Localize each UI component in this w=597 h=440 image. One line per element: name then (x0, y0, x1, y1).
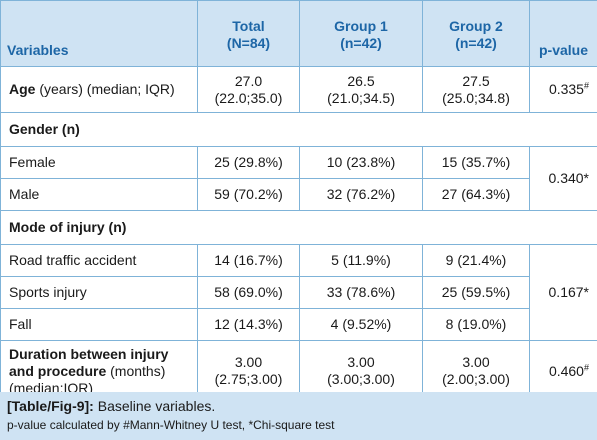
age-total-iqr: (22.0;35.0) (214, 89, 283, 106)
table-header-row: Variables Total (N=84) Group 1 (n=42) Gr… (0, 0, 597, 67)
female-label: Female (0, 146, 198, 179)
duration-group2-iqr: (2.00;3.00) (442, 371, 510, 387)
age-group2: 27.5 (25.0;34.8) (422, 66, 530, 113)
male-group2: 27 (64.3%) (422, 178, 530, 211)
age-total: 27.0 (22.0;35.0) (197, 66, 300, 113)
age-label-bold: Age (9, 81, 36, 97)
road-group1: 5 (11.9%) (299, 244, 423, 277)
duration-group2-median: 3.00 (462, 354, 490, 370)
header-group2-label: Group 2 (449, 17, 503, 34)
duration-pvalue-mark: # (583, 361, 589, 372)
table-row-male: Male 59 (70.2%) 32 (76.2%) 27 (64.3%) (0, 178, 597, 211)
age-total-median: 27.0 (234, 72, 263, 89)
header-total-n: (N=84) (226, 34, 271, 51)
header-group2: Group 2 (n=42) (422, 0, 530, 67)
injury-pvalue: 0.167* (529, 244, 597, 341)
caption-title-line: [Table/Fig-9]: Baseline variables. (7, 398, 215, 414)
duration-total: 3.00 (2.75;3.00) (197, 340, 300, 402)
female-total: 25 (29.8%) (197, 146, 300, 179)
age-pvalue: 0.335# (529, 66, 597, 113)
gender-section-label: Gender (n) (0, 112, 597, 147)
injury-section-label: Mode of injury (n) (0, 210, 597, 245)
age-group2-iqr: (25.0;34.8) (442, 89, 510, 106)
header-variables: Variables (0, 0, 198, 67)
duration-total-median: 3.00 (234, 354, 263, 370)
age-pvalue-number: 0.335 (548, 81, 584, 97)
table-row-duration: Duration between injury and procedure (m… (0, 340, 597, 402)
road-group2: 9 (21.4%) (422, 244, 530, 277)
header-total: Total (N=84) (197, 0, 300, 67)
table-row-injury-header: Mode of injury (n) (0, 210, 597, 245)
duration-label-line3: (median;IQR) (9, 379, 94, 396)
age-group1: 26.5 (21.0;34.5) (299, 66, 423, 113)
road-label: Road traffic accident (0, 244, 198, 277)
header-total-label: Total (232, 17, 265, 34)
male-total: 59 (70.2%) (197, 178, 300, 211)
caption-tag: [Table/Fig-9]: (7, 398, 94, 414)
duration-label-units: (months) (106, 362, 166, 379)
caption-note: p-value calculated by #Mann-Whitney U te… (7, 418, 335, 432)
duration-label-line1: Duration between injury (9, 345, 169, 362)
road-total: 14 (16.7%) (197, 244, 300, 277)
age-label-rest: (years) (median; IQR) (35, 81, 175, 97)
duration-group1: 3.00 (3.00;3.00) (299, 340, 423, 402)
fall-label: Fall (0, 308, 198, 341)
duration-pvalue: 0.460# (529, 340, 597, 402)
fall-total: 12 (14.3%) (197, 308, 300, 341)
age-group1-iqr: (21.0;34.5) (327, 89, 395, 106)
baseline-variables-table: Variables Total (N=84) Group 1 (n=42) Gr… (0, 0, 597, 402)
duration-total-iqr: (2.75;3.00) (214, 371, 283, 387)
duration-group2: 3.00 (2.00;3.00) (422, 340, 530, 402)
female-group1: 10 (23.8%) (299, 146, 423, 179)
caption-title: Baseline variables. (93, 398, 216, 414)
header-group1-n: (n=42) (340, 34, 382, 51)
header-group2-n: (n=42) (455, 34, 497, 51)
header-group1: Group 1 (n=42) (299, 0, 423, 67)
duration-pvalue-number: 0.460 (548, 362, 584, 379)
figure-caption: [Table/Fig-9]: Baseline variables. p-val… (0, 392, 597, 440)
table-row-gender-header: Gender (n) (0, 112, 597, 147)
sports-label: Sports injury (0, 276, 198, 309)
sports-group2: 25 (59.5%) (422, 276, 530, 309)
female-group2: 15 (35.7%) (422, 146, 530, 179)
duration-group1-median: 3.00 (347, 354, 375, 370)
header-pvalue: p-value (529, 0, 597, 67)
table-row-age: Age (years) (median; IQR) 27.0 (22.0;35.… (0, 66, 597, 113)
gender-pvalue: 0.340* (529, 146, 597, 211)
fall-group2: 8 (19.0%) (422, 308, 530, 341)
sports-group1: 33 (78.6%) (299, 276, 423, 309)
male-group1: 32 (76.2%) (299, 178, 423, 211)
duration-label-line2: and procedure (months) (9, 363, 191, 380)
table-row-sports: Sports injury 58 (69.0%) 33 (78.6%) 25 (… (0, 276, 597, 309)
duration-group1-iqr: (3.00;3.00) (327, 371, 395, 387)
header-group1-label: Group 1 (334, 17, 388, 34)
sports-total: 58 (69.0%) (197, 276, 300, 309)
age-group1-median: 26.5 (347, 72, 375, 89)
table-row-fall: Fall 12 (14.3%) 4 (9.52%) 8 (19.0%) (0, 308, 597, 341)
age-label: Age (years) (median; IQR) (0, 66, 198, 113)
age-group2-median: 27.5 (462, 72, 490, 89)
fall-group1: 4 (9.52%) (299, 308, 423, 341)
duration-label-bold: and procedure (9, 362, 107, 379)
age-pvalue-mark: # (583, 80, 589, 91)
table-row-road-traffic: Road traffic accident 14 (16.7%) 5 (11.9… (0, 244, 597, 341)
duration-label: Duration between injury and procedure (m… (0, 340, 198, 402)
table-row-female: Female 25 (29.8%) 10 (23.8%) 15 (35.7%) … (0, 146, 597, 211)
male-label: Male (0, 178, 198, 211)
